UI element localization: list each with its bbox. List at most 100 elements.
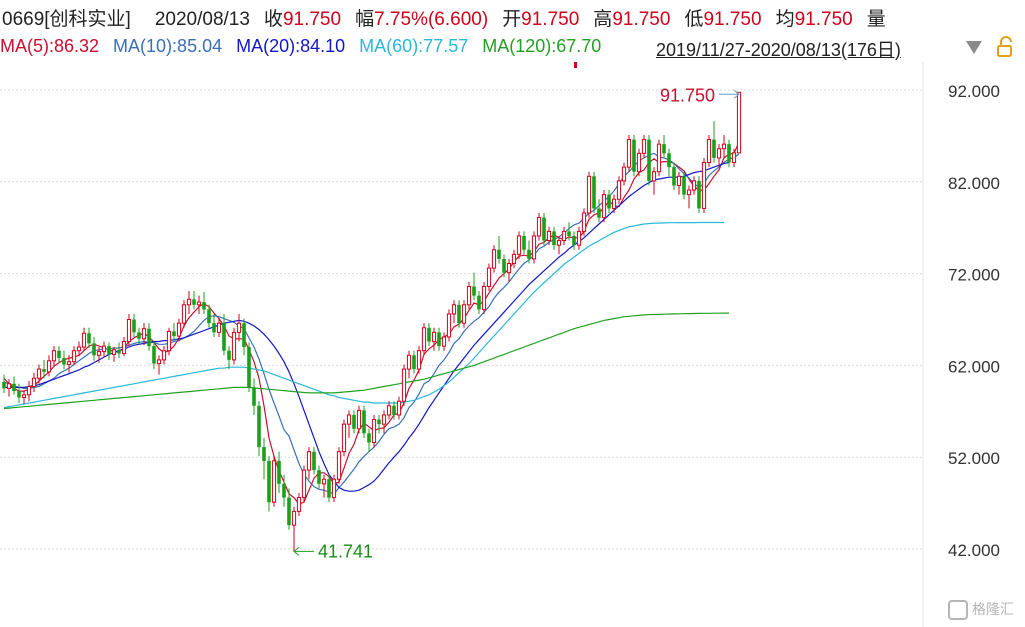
candle-body bbox=[196, 301, 202, 306]
candle-body bbox=[2, 381, 6, 389]
avg-value: 91.750 bbox=[794, 9, 853, 30]
candle-body bbox=[46, 360, 52, 373]
ma60-legend: MA(60):77.57 bbox=[359, 36, 469, 56]
ma-line bbox=[3, 152, 740, 495]
candle-body bbox=[291, 510, 297, 526]
candle-body bbox=[441, 336, 447, 347]
quote-header: 0669[创科实业] 2020/08/13 收91.750 幅7.75%(6.600)… bbox=[2, 4, 886, 30]
range-dropdown-icon[interactable] bbox=[966, 41, 982, 54]
y-tick-label: 62.000 bbox=[948, 357, 1000, 376]
candle-body bbox=[466, 285, 472, 306]
candle-body bbox=[682, 176, 686, 195]
candle-body bbox=[147, 328, 151, 347]
candle-body bbox=[727, 144, 731, 163]
candle-body bbox=[181, 304, 187, 324]
candle-body bbox=[296, 497, 302, 512]
candle-body bbox=[427, 327, 431, 342]
low-annotation-label: 41.741 bbox=[318, 541, 373, 561]
candle-body bbox=[312, 451, 316, 471]
candle-body bbox=[672, 167, 676, 186]
candle-body bbox=[371, 419, 377, 444]
candle-body bbox=[152, 346, 156, 364]
candle-body bbox=[336, 451, 342, 480]
candle-body bbox=[207, 309, 211, 324]
candle-body bbox=[222, 323, 226, 351]
unlock-icon[interactable] bbox=[995, 36, 1017, 58]
candle-body bbox=[362, 410, 366, 434]
candle-body bbox=[96, 351, 102, 356]
candle-body bbox=[686, 189, 692, 196]
candle-body bbox=[437, 332, 441, 347]
candle-body bbox=[141, 328, 147, 340]
candle-body bbox=[317, 470, 321, 484]
candle-body bbox=[321, 478, 327, 485]
candle-body bbox=[21, 394, 27, 399]
candle-body bbox=[701, 162, 707, 209]
candle-body bbox=[477, 295, 481, 310]
candle-body bbox=[111, 349, 117, 355]
ma10-legend: MA(10):85.04 bbox=[113, 36, 223, 56]
close-value: 91.750 bbox=[282, 9, 342, 30]
candle-body bbox=[721, 143, 727, 150]
ma-line bbox=[3, 141, 740, 505]
low-label: 低 bbox=[684, 9, 704, 30]
candle-body bbox=[377, 419, 381, 425]
candle-body bbox=[607, 194, 611, 209]
candle-body bbox=[26, 386, 32, 396]
candle-body bbox=[277, 460, 281, 484]
candle-body bbox=[306, 451, 312, 471]
candle-body bbox=[62, 358, 66, 365]
candle-body bbox=[66, 361, 72, 365]
candle-body bbox=[301, 469, 307, 499]
candle-body bbox=[262, 447, 266, 461]
candle-body bbox=[611, 198, 617, 209]
candle-body bbox=[352, 414, 356, 429]
low-annotation-arrowhead bbox=[293, 546, 300, 556]
candle-body bbox=[502, 258, 506, 273]
candle-body bbox=[616, 180, 622, 200]
candle-body bbox=[36, 368, 42, 379]
high-label: 高 bbox=[593, 9, 613, 30]
candle-body bbox=[716, 148, 722, 159]
ma-line bbox=[4, 161, 730, 492]
candle-body bbox=[431, 331, 437, 343]
candle-body bbox=[731, 152, 737, 164]
price-chart: 92.000 82.000 72.000 62.000 52.000 42.000 91.7… bbox=[0, 62, 1000, 627]
y-tick-label: 82.000 bbox=[948, 174, 1000, 193]
candle-body bbox=[556, 240, 562, 246]
candle-body bbox=[6, 383, 12, 389]
candle-body bbox=[51, 350, 57, 362]
candle-body bbox=[601, 194, 607, 219]
candle-body bbox=[511, 253, 517, 265]
candle-body bbox=[676, 175, 682, 186]
ma120-legend: MA(120):67.70 bbox=[482, 36, 602, 56]
candle-body bbox=[446, 313, 452, 338]
candle-body bbox=[282, 483, 286, 498]
candle-body bbox=[252, 387, 256, 406]
candle-body bbox=[576, 230, 582, 246]
candle-body bbox=[641, 139, 647, 154]
ma-line bbox=[3, 221, 724, 409]
candle-body bbox=[76, 346, 82, 352]
date-range-selector[interactable]: 2019/11/27-2020/08/13(176日) bbox=[656, 40, 901, 60]
low-value: 91.750 bbox=[703, 9, 762, 30]
candle-body bbox=[626, 139, 632, 168]
change-value: 7.75%(6.600) bbox=[374, 9, 489, 30]
candle-body bbox=[736, 91, 742, 154]
candle-body bbox=[486, 267, 492, 287]
candle-body bbox=[472, 286, 476, 296]
change-label: 幅 bbox=[355, 9, 375, 30]
candle-body bbox=[386, 405, 392, 416]
candle-body bbox=[176, 322, 182, 337]
candle-body bbox=[287, 497, 291, 526]
candle-body bbox=[506, 263, 512, 274]
candle-body bbox=[586, 175, 592, 214]
watermark-text: 格隆汇 bbox=[972, 601, 1014, 617]
candle-body bbox=[491, 249, 497, 269]
candle-body bbox=[647, 139, 651, 181]
volume-label: 量 bbox=[866, 9, 886, 30]
stock-code-name: 0669[创科实业] bbox=[2, 9, 131, 30]
candle-body bbox=[202, 302, 206, 310]
candle-body bbox=[107, 346, 111, 355]
ma-line bbox=[3, 312, 729, 410]
